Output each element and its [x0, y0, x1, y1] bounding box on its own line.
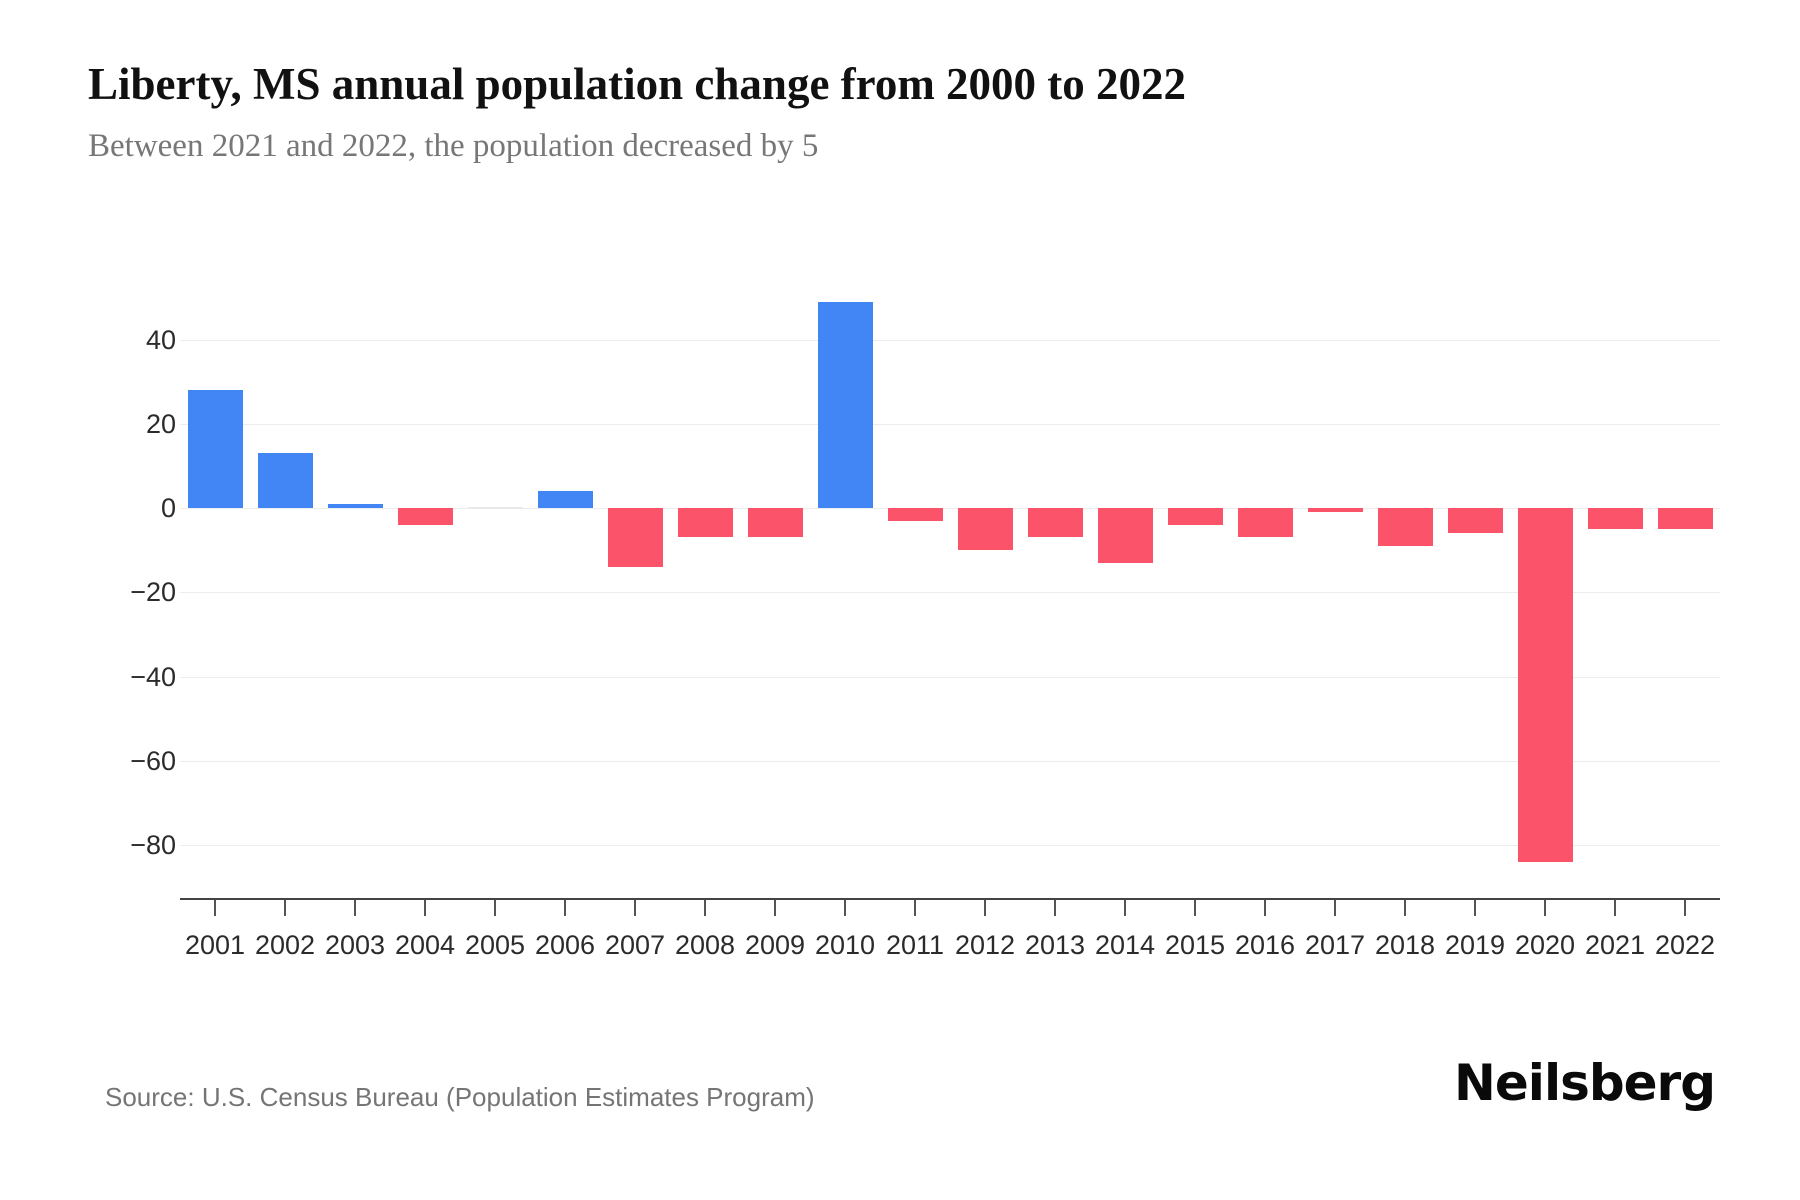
bar-2011[interactable] — [887, 508, 943, 521]
y-axis-label: 20 — [145, 408, 176, 439]
x-axis-tick — [1684, 900, 1686, 916]
x-axis-label: 2015 — [1164, 930, 1226, 960]
x-axis-tick — [1614, 900, 1616, 916]
x-axis-label: 2006 — [534, 930, 596, 960]
x-axis-label: 2002 — [254, 930, 316, 960]
gridline — [180, 845, 1720, 846]
x-axis-label: 2010 — [814, 930, 876, 960]
y-axis-label: −80 — [130, 830, 176, 860]
x-axis-tick — [1334, 900, 1336, 916]
bar-2020[interactable] — [1517, 508, 1573, 862]
bar-2001[interactable] — [187, 390, 243, 508]
gridline — [180, 339, 1720, 341]
x-axis-label: 2011 — [885, 930, 945, 960]
source-caption: Source: U.S. Census Bureau (Population E… — [105, 1082, 815, 1112]
bar-2018[interactable] — [1377, 508, 1433, 546]
x-axis-tick — [634, 900, 636, 916]
x-axis-tick — [844, 900, 846, 916]
page-title: Liberty, MS annual population change fro… — [88, 59, 1187, 109]
x-axis-tick — [774, 900, 776, 916]
x-axis-tick — [564, 900, 566, 916]
bar-2009[interactable] — [747, 508, 803, 538]
bar-2013[interactable] — [1027, 508, 1083, 538]
x-axis-tick — [1054, 900, 1056, 916]
x-axis-tick — [214, 900, 216, 916]
x-axis-label: 2005 — [464, 930, 526, 960]
x-axis-label: 2009 — [744, 930, 806, 960]
x-axis-tick — [1124, 900, 1126, 916]
gridline — [180, 676, 1720, 678]
bar-2021[interactable] — [1587, 508, 1643, 530]
x-axis-label: 2016 — [1234, 930, 1296, 960]
x-axis-label: 2013 — [1024, 930, 1086, 960]
x-axis-tick — [1264, 900, 1266, 916]
x-axis-tick — [1404, 900, 1406, 916]
x-axis-tick — [914, 900, 916, 916]
x-axis-label: 2019 — [1444, 930, 1506, 960]
x-axis-label: 2021 — [1584, 930, 1646, 960]
gridline — [180, 592, 1720, 594]
gridline — [180, 423, 1720, 425]
page-subtitle: Between 2021 and 2022, the population de… — [88, 128, 819, 164]
bar-2004[interactable] — [397, 508, 453, 525]
bar-2014[interactable] — [1097, 508, 1153, 563]
x-axis-label: 2014 — [1094, 930, 1156, 960]
bar-2002[interactable] — [257, 453, 313, 508]
x-axis-label: 2003 — [324, 930, 386, 960]
bar-2007[interactable] — [607, 508, 663, 567]
gridline — [180, 760, 1720, 762]
bar-2006[interactable] — [537, 491, 593, 508]
brand-logo: Neilsberg — [1454, 1054, 1716, 1112]
x-axis-label: 2017 — [1304, 930, 1366, 960]
y-axis-label: 0 — [160, 493, 176, 523]
x-axis-tick — [424, 900, 426, 916]
x-axis-tick — [494, 900, 496, 916]
x-axis-tick — [354, 900, 356, 916]
y-axis-label: −60 — [130, 745, 176, 776]
bar-2022[interactable] — [1657, 508, 1713, 530]
x-axis-tick — [1474, 900, 1476, 916]
bar-2005[interactable] — [467, 507, 523, 509]
bar-2010[interactable] — [817, 301, 873, 508]
x-axis-label: 2022 — [1654, 930, 1716, 960]
y-axis-label: 40 — [145, 324, 176, 355]
y-axis-label: −40 — [130, 661, 176, 692]
x-axis-tick — [1544, 900, 1546, 916]
x-axis-tick — [984, 900, 986, 916]
bar-2015[interactable] — [1167, 508, 1223, 525]
bar-2012[interactable] — [957, 508, 1013, 551]
bar-2017[interactable] — [1307, 508, 1363, 513]
bar-2016[interactable] — [1237, 508, 1293, 538]
gridline — [180, 508, 1720, 509]
x-axis-label: 2020 — [1514, 930, 1576, 960]
x-axis-tick — [1194, 900, 1196, 916]
bar-2019[interactable] — [1447, 508, 1503, 534]
x-axis-tick — [284, 900, 286, 916]
x-axis-tick — [704, 900, 706, 916]
x-axis-label: 2007 — [604, 930, 666, 960]
y-axis-label: −20 — [130, 577, 176, 608]
x-axis-label: 2008 — [674, 930, 736, 960]
x-axis-label: 2012 — [954, 930, 1016, 960]
x-axis-line — [180, 898, 1720, 900]
bar-2003[interactable] — [327, 503, 383, 508]
x-axis-label: 2018 — [1374, 930, 1436, 960]
x-axis-label: 2004 — [394, 930, 456, 960]
bar-2008[interactable] — [677, 508, 733, 538]
x-axis-label: 2001 — [184, 930, 246, 960]
